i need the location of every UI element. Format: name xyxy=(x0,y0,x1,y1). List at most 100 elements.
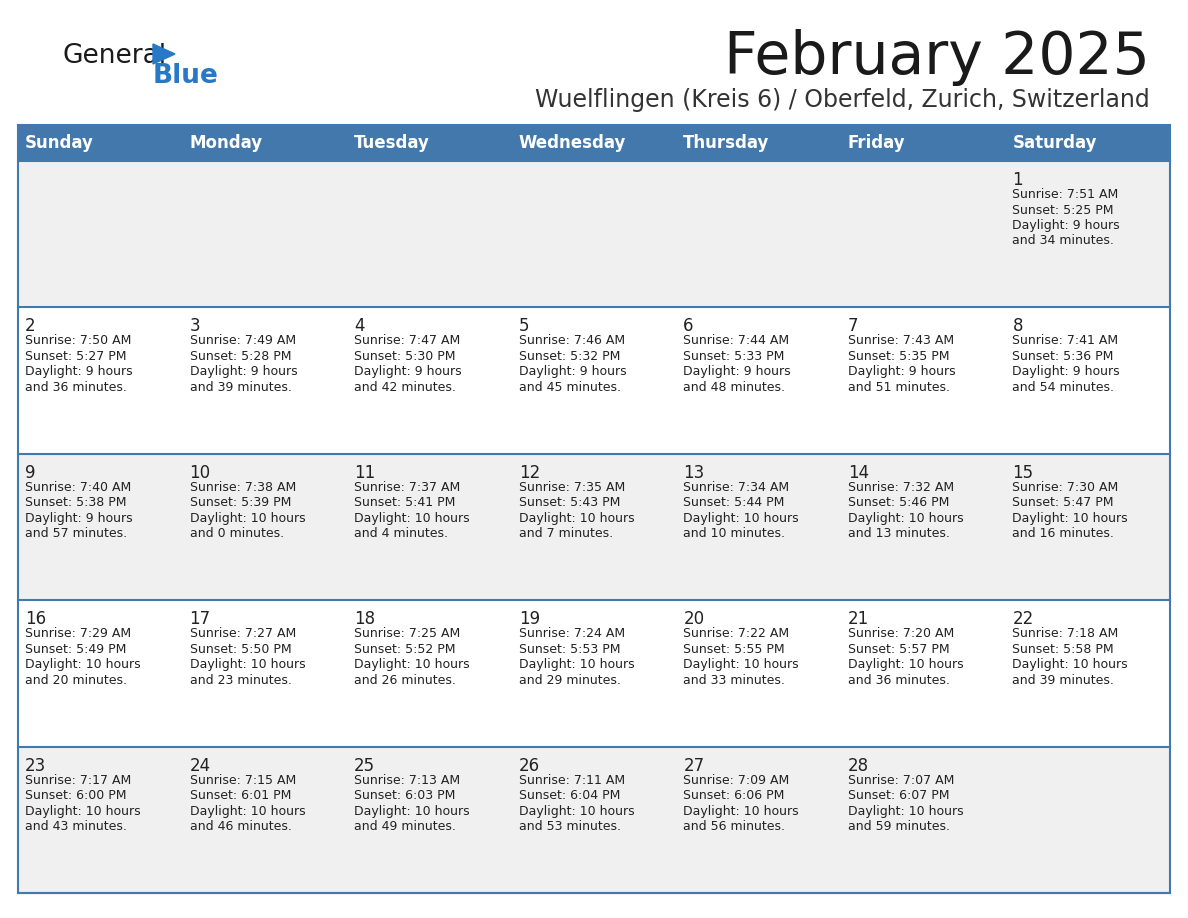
Text: Sunset: 5:49 PM: Sunset: 5:49 PM xyxy=(25,643,126,655)
Text: Sunrise: 7:24 AM: Sunrise: 7:24 AM xyxy=(519,627,625,640)
Text: Daylight: 10 hours: Daylight: 10 hours xyxy=(25,658,140,671)
Text: 24: 24 xyxy=(190,756,210,775)
Text: and 29 minutes.: and 29 minutes. xyxy=(519,674,620,687)
Text: 13: 13 xyxy=(683,464,704,482)
Text: 8: 8 xyxy=(1012,318,1023,335)
Bar xyxy=(18,600,1170,746)
Text: Sunset: 6:06 PM: Sunset: 6:06 PM xyxy=(683,789,784,802)
Text: Sunrise: 7:41 AM: Sunrise: 7:41 AM xyxy=(1012,334,1119,347)
Text: Sunset: 6:01 PM: Sunset: 6:01 PM xyxy=(190,789,291,802)
Text: General: General xyxy=(62,43,166,69)
Text: and 23 minutes.: and 23 minutes. xyxy=(190,674,291,687)
Text: Sunrise: 7:27 AM: Sunrise: 7:27 AM xyxy=(190,627,296,640)
Text: Monday: Monday xyxy=(190,134,263,152)
Text: 27: 27 xyxy=(683,756,704,775)
Text: 6: 6 xyxy=(683,318,694,335)
Text: Sunset: 5:55 PM: Sunset: 5:55 PM xyxy=(683,643,785,655)
Text: and 56 minutes.: and 56 minutes. xyxy=(683,820,785,834)
Text: Daylight: 10 hours: Daylight: 10 hours xyxy=(190,658,305,671)
Text: Sunrise: 7:37 AM: Sunrise: 7:37 AM xyxy=(354,481,461,494)
Text: Sunset: 5:47 PM: Sunset: 5:47 PM xyxy=(1012,497,1114,509)
Text: Sunrise: 7:47 AM: Sunrise: 7:47 AM xyxy=(354,334,461,347)
Text: Sunrise: 7:09 AM: Sunrise: 7:09 AM xyxy=(683,774,790,787)
Text: Daylight: 9 hours: Daylight: 9 hours xyxy=(848,365,955,378)
Text: Wednesday: Wednesday xyxy=(519,134,626,152)
Text: Sunset: 5:25 PM: Sunset: 5:25 PM xyxy=(1012,204,1114,217)
Text: Sunrise: 7:17 AM: Sunrise: 7:17 AM xyxy=(25,774,131,787)
Text: Daylight: 10 hours: Daylight: 10 hours xyxy=(1012,658,1129,671)
Text: Sunset: 5:50 PM: Sunset: 5:50 PM xyxy=(190,643,291,655)
Text: Sunrise: 7:20 AM: Sunrise: 7:20 AM xyxy=(848,627,954,640)
Text: 12: 12 xyxy=(519,464,541,482)
Text: 11: 11 xyxy=(354,464,375,482)
Text: Sunset: 5:35 PM: Sunset: 5:35 PM xyxy=(848,350,949,363)
Text: 26: 26 xyxy=(519,756,539,775)
Text: and 20 minutes.: and 20 minutes. xyxy=(25,674,127,687)
Text: and 59 minutes.: and 59 minutes. xyxy=(848,820,950,834)
Text: Sunrise: 7:32 AM: Sunrise: 7:32 AM xyxy=(848,481,954,494)
Text: 21: 21 xyxy=(848,610,870,628)
Text: Sunrise: 7:18 AM: Sunrise: 7:18 AM xyxy=(1012,627,1119,640)
Text: Daylight: 10 hours: Daylight: 10 hours xyxy=(519,512,634,525)
Text: Daylight: 10 hours: Daylight: 10 hours xyxy=(848,512,963,525)
Text: and 34 minutes.: and 34 minutes. xyxy=(1012,234,1114,248)
Text: and 54 minutes.: and 54 minutes. xyxy=(1012,381,1114,394)
Text: Sunset: 5:43 PM: Sunset: 5:43 PM xyxy=(519,497,620,509)
Text: Sunrise: 7:30 AM: Sunrise: 7:30 AM xyxy=(1012,481,1119,494)
Text: and 7 minutes.: and 7 minutes. xyxy=(519,527,613,541)
Text: Sunrise: 7:34 AM: Sunrise: 7:34 AM xyxy=(683,481,789,494)
Text: and 33 minutes.: and 33 minutes. xyxy=(683,674,785,687)
Text: Daylight: 10 hours: Daylight: 10 hours xyxy=(354,512,469,525)
Text: and 16 minutes.: and 16 minutes. xyxy=(1012,527,1114,541)
Text: Daylight: 10 hours: Daylight: 10 hours xyxy=(683,804,798,818)
Text: and 26 minutes.: and 26 minutes. xyxy=(354,674,456,687)
Bar xyxy=(18,125,1170,893)
Text: 2: 2 xyxy=(25,318,36,335)
Bar xyxy=(18,308,1170,453)
Text: and 57 minutes.: and 57 minutes. xyxy=(25,527,127,541)
Text: 5: 5 xyxy=(519,318,529,335)
Text: and 45 minutes.: and 45 minutes. xyxy=(519,381,620,394)
Text: Daylight: 10 hours: Daylight: 10 hours xyxy=(519,658,634,671)
Text: February 2025: February 2025 xyxy=(725,29,1150,86)
Text: Daylight: 9 hours: Daylight: 9 hours xyxy=(25,365,133,378)
Text: and 0 minutes.: and 0 minutes. xyxy=(190,527,284,541)
Text: Daylight: 10 hours: Daylight: 10 hours xyxy=(848,658,963,671)
Text: and 42 minutes.: and 42 minutes. xyxy=(354,381,456,394)
Text: 18: 18 xyxy=(354,610,375,628)
Text: and 48 minutes.: and 48 minutes. xyxy=(683,381,785,394)
Text: Daylight: 9 hours: Daylight: 9 hours xyxy=(683,365,791,378)
Text: Sunset: 5:28 PM: Sunset: 5:28 PM xyxy=(190,350,291,363)
Text: and 4 minutes.: and 4 minutes. xyxy=(354,527,448,541)
Text: Daylight: 10 hours: Daylight: 10 hours xyxy=(683,658,798,671)
Text: Daylight: 9 hours: Daylight: 9 hours xyxy=(1012,219,1120,232)
Text: Wuelflingen (Kreis 6) / Oberfeld, Zurich, Switzerland: Wuelflingen (Kreis 6) / Oberfeld, Zurich… xyxy=(536,88,1150,112)
Bar xyxy=(18,125,1170,161)
Text: Sunset: 5:44 PM: Sunset: 5:44 PM xyxy=(683,497,784,509)
Text: Sunrise: 7:29 AM: Sunrise: 7:29 AM xyxy=(25,627,131,640)
Text: Sunrise: 7:25 AM: Sunrise: 7:25 AM xyxy=(354,627,461,640)
Text: and 51 minutes.: and 51 minutes. xyxy=(848,381,950,394)
Text: Sunrise: 7:15 AM: Sunrise: 7:15 AM xyxy=(190,774,296,787)
Text: Daylight: 9 hours: Daylight: 9 hours xyxy=(25,512,133,525)
Text: 25: 25 xyxy=(354,756,375,775)
Text: and 53 minutes.: and 53 minutes. xyxy=(519,820,620,834)
Text: Sunrise: 7:22 AM: Sunrise: 7:22 AM xyxy=(683,627,789,640)
Text: 15: 15 xyxy=(1012,464,1034,482)
Text: and 39 minutes.: and 39 minutes. xyxy=(1012,674,1114,687)
Text: 7: 7 xyxy=(848,318,859,335)
Text: 19: 19 xyxy=(519,610,539,628)
Polygon shape xyxy=(153,44,175,64)
Text: 10: 10 xyxy=(190,464,210,482)
Text: Sunset: 5:41 PM: Sunset: 5:41 PM xyxy=(354,497,455,509)
Text: Daylight: 9 hours: Daylight: 9 hours xyxy=(1012,365,1120,378)
Text: Friday: Friday xyxy=(848,134,905,152)
Text: 9: 9 xyxy=(25,464,36,482)
Text: and 43 minutes.: and 43 minutes. xyxy=(25,820,127,834)
Text: Sunrise: 7:43 AM: Sunrise: 7:43 AM xyxy=(848,334,954,347)
Text: and 49 minutes.: and 49 minutes. xyxy=(354,820,456,834)
Text: Sunset: 6:07 PM: Sunset: 6:07 PM xyxy=(848,789,949,802)
Text: Daylight: 10 hours: Daylight: 10 hours xyxy=(683,512,798,525)
Text: and 10 minutes.: and 10 minutes. xyxy=(683,527,785,541)
Bar xyxy=(18,453,1170,600)
